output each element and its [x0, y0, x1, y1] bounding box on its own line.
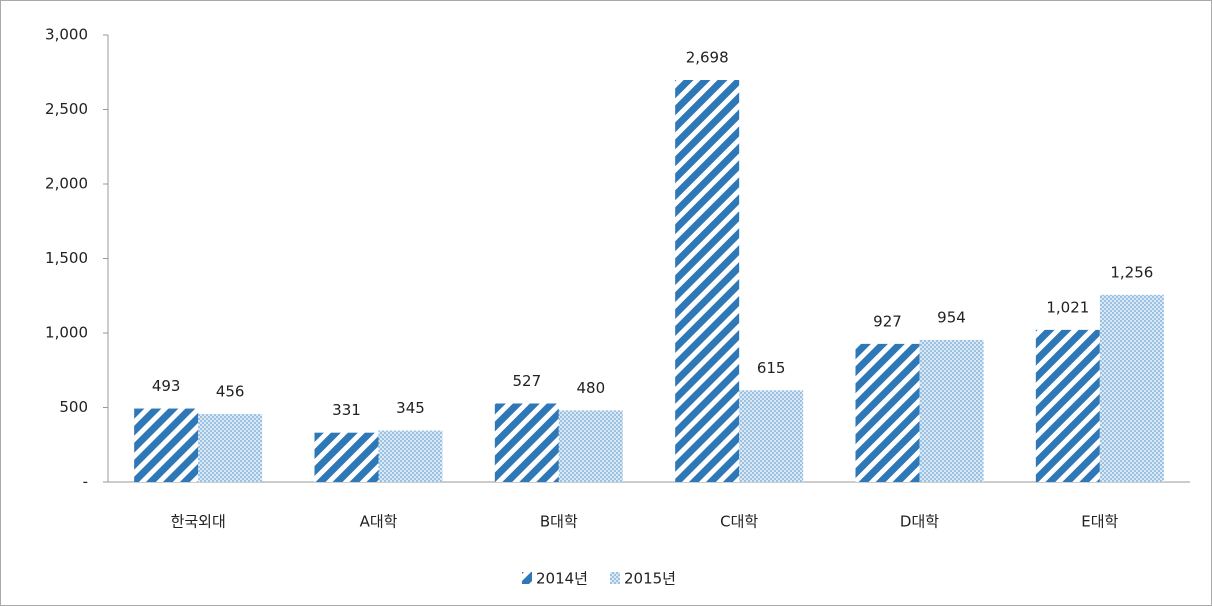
- legend-label: 2015년: [624, 570, 676, 588]
- data-label: 456: [216, 383, 245, 401]
- bar: [1035, 329, 1100, 482]
- data-label: 927: [873, 312, 902, 330]
- bar: [198, 414, 263, 482]
- data-label: 345: [396, 399, 425, 417]
- bar: [675, 79, 740, 483]
- legend-swatch: [610, 572, 620, 584]
- data-label: 615: [757, 359, 786, 377]
- bar: [1099, 294, 1164, 482]
- data-label: 493: [152, 377, 181, 395]
- y-tick-label: 2,000: [45, 175, 88, 193]
- x-tick-label: 한국외대: [171, 513, 226, 531]
- bar: [314, 432, 379, 482]
- y-tick-label: 500: [59, 398, 88, 416]
- data-label: 1,256: [1110, 263, 1153, 281]
- x-tick-label: B대학: [540, 513, 578, 531]
- bar: [558, 410, 623, 482]
- legend-label: 2014년: [536, 570, 588, 588]
- y-tick-label: 3,000: [45, 26, 88, 44]
- x-tick-label: A대학: [360, 513, 398, 531]
- bar: [855, 343, 920, 482]
- x-tick-label: E대학: [1081, 513, 1118, 531]
- y-tick-label: 1,500: [45, 249, 88, 267]
- bar: [378, 430, 443, 482]
- data-label: 954: [937, 308, 966, 326]
- data-label: 331: [332, 401, 361, 419]
- data-label: 1,021: [1046, 298, 1089, 316]
- bar: [739, 390, 804, 482]
- data-label: 2,698: [686, 48, 729, 66]
- bar: [919, 339, 984, 482]
- legend-swatch: [522, 572, 532, 584]
- y-tick-label: -: [83, 473, 88, 491]
- data-label: 527: [513, 372, 542, 390]
- x-tick-label: C대학: [720, 513, 758, 531]
- bar: [134, 408, 199, 482]
- x-tick-label: D대학: [900, 513, 939, 531]
- bar: [494, 403, 559, 482]
- y-tick-label: 1,000: [45, 324, 88, 342]
- data-label: 480: [577, 379, 606, 397]
- y-tick-label: 2,500: [45, 100, 88, 118]
